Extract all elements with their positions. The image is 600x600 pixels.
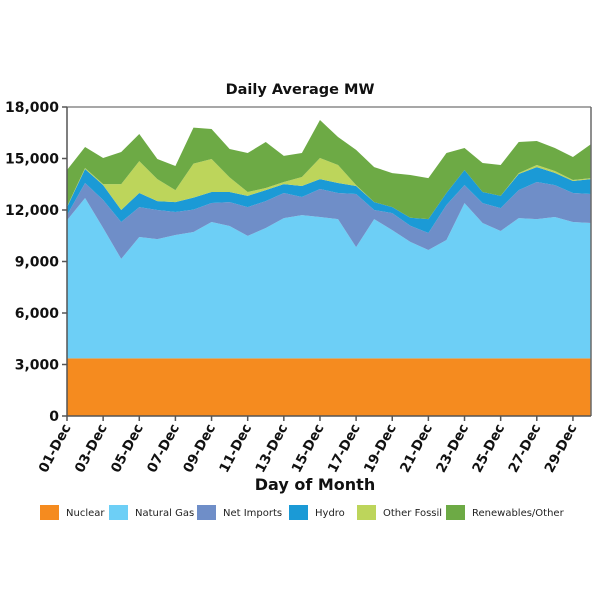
area-nuclear bbox=[67, 358, 591, 416]
x-tick-label: 09-Dec bbox=[180, 421, 219, 475]
legend-label: Renewables/Other bbox=[472, 508, 565, 519]
legend-item-nuclear: Nuclear bbox=[40, 505, 105, 520]
legend-label: Net Imports bbox=[223, 508, 282, 519]
chart-title: Daily Average MW bbox=[226, 82, 375, 98]
area-natural-gas bbox=[67, 197, 591, 359]
area-hydro bbox=[67, 167, 591, 233]
y-tick-label: 3,000 bbox=[15, 358, 60, 374]
x-tick-label: 15-Dec bbox=[289, 421, 328, 475]
plot-areas bbox=[67, 120, 591, 416]
x-tick-label: 05-Dec bbox=[108, 421, 147, 475]
legend-label: Other Fossil bbox=[383, 508, 442, 519]
legend-swatch bbox=[109, 505, 128, 520]
area-net-imports bbox=[67, 182, 591, 259]
area-other-fossil bbox=[67, 157, 591, 220]
legend-label: Natural Gas bbox=[135, 508, 194, 519]
legend-item-natural-gas: Natural Gas bbox=[109, 505, 194, 520]
x-tick-label: 21-Dec bbox=[397, 421, 436, 475]
x-tick-label: 07-Dec bbox=[144, 421, 183, 475]
y-tick-label: 12,000 bbox=[5, 203, 59, 219]
legend-label: Hydro bbox=[315, 508, 345, 519]
x-tick-label: 01-Dec bbox=[36, 421, 75, 475]
x-axis-label: Day of Month bbox=[255, 475, 375, 494]
x-tick-label: 23-Dec bbox=[433, 421, 472, 475]
x-tick-label: 17-Dec bbox=[325, 421, 364, 475]
legend-swatch bbox=[40, 505, 59, 520]
y-tick-label: 15,000 bbox=[5, 152, 59, 168]
x-axis: 01-Dec03-Dec05-Dec07-Dec09-Dec11-Dec13-D… bbox=[36, 416, 581, 475]
legend: Nuclear Natural Gas Net Imports Hydro Other … bbox=[40, 505, 565, 520]
area-renewables-other bbox=[67, 120, 591, 220]
y-tick-label: 6,000 bbox=[15, 306, 60, 322]
legend-item-renewables-other: Renewables/Other bbox=[446, 505, 565, 520]
legend-swatch bbox=[446, 505, 465, 520]
legend-label: Nuclear bbox=[66, 508, 105, 519]
y-tick-label: 9,000 bbox=[15, 255, 60, 271]
legend-swatch bbox=[289, 505, 308, 520]
x-tick-label: 19-Dec bbox=[361, 421, 400, 475]
legend-swatch bbox=[197, 505, 216, 520]
x-tick-label: 25-Dec bbox=[469, 421, 508, 475]
legend-item-hydro: Hydro bbox=[289, 505, 345, 520]
x-tick-label: 11-Dec bbox=[216, 421, 255, 475]
y-tick-label: 18,000 bbox=[5, 100, 59, 116]
x-tick-label: 29-Dec bbox=[542, 421, 581, 475]
legend-item-other-fossil: Other Fossil bbox=[357, 505, 442, 520]
legend-item-net-imports: Net Imports bbox=[197, 505, 282, 520]
x-tick-label: 03-Dec bbox=[72, 421, 111, 475]
x-tick-label: 13-Dec bbox=[252, 421, 291, 475]
y-tick-label: 0 bbox=[49, 409, 59, 425]
y-axis: 0 3,000 6,000 9,000 12,000 15,000 18,000 bbox=[5, 100, 67, 425]
legend-swatch bbox=[357, 505, 376, 520]
x-tick-label: 27-Dec bbox=[505, 421, 544, 475]
